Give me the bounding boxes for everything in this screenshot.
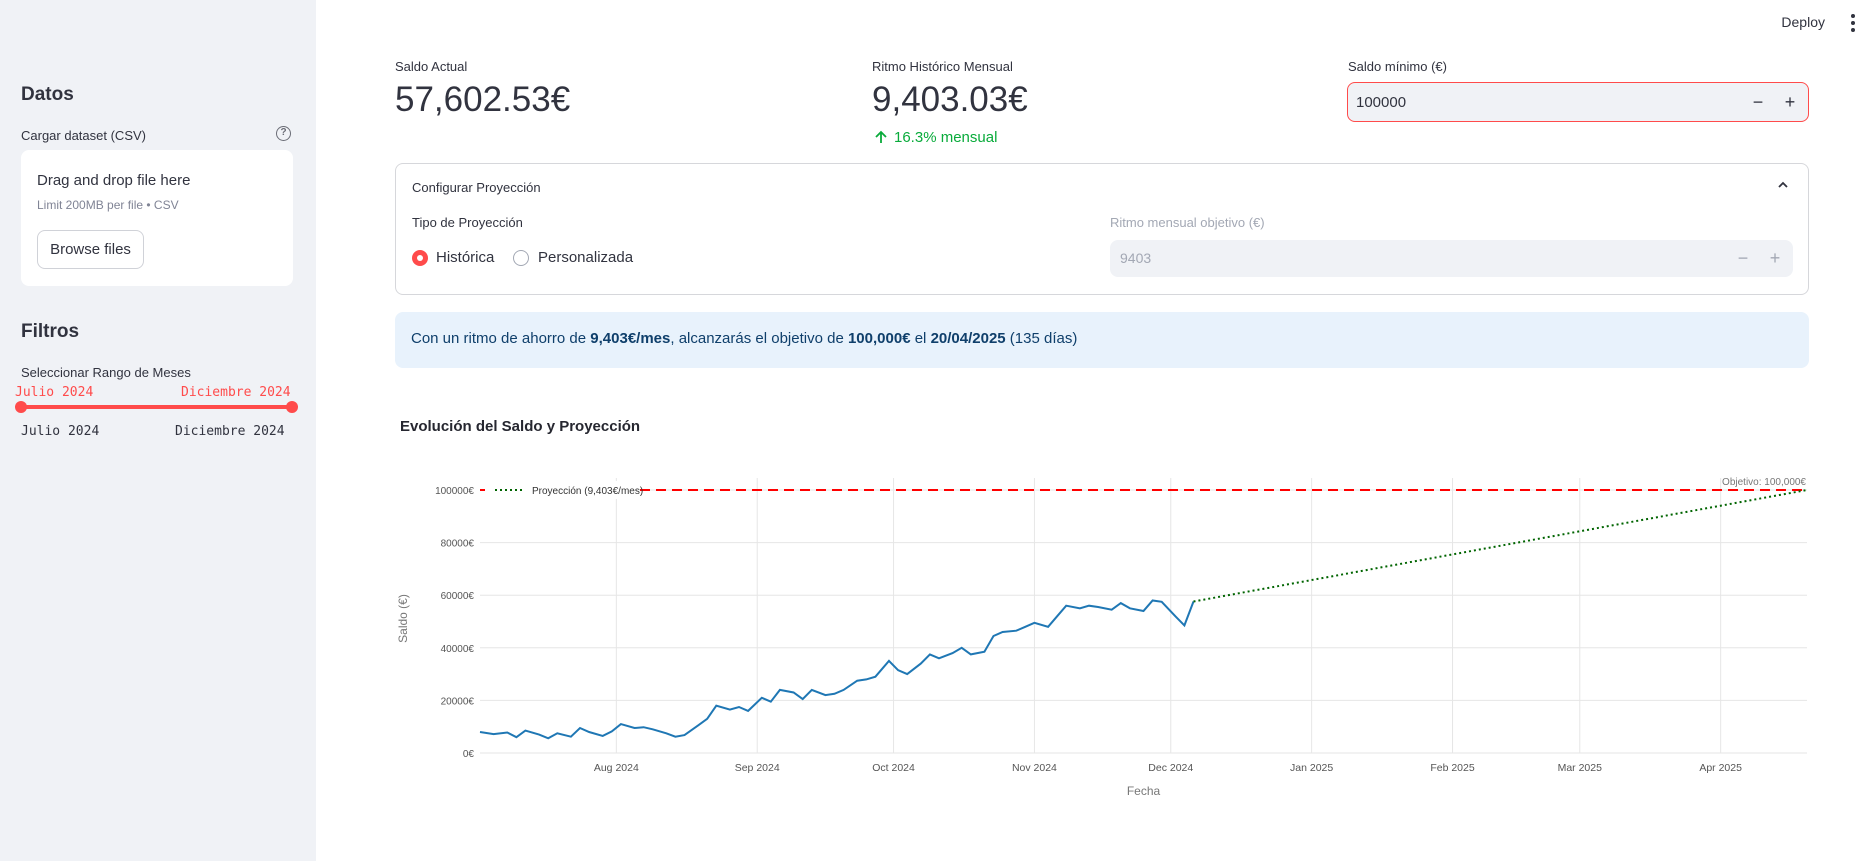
target-annotation: Objetivo: 100,000€ (1722, 477, 1806, 488)
slider-max-label: Diciembre 2024 (175, 424, 285, 439)
ritmo-delta: 16.3% mensual (894, 129, 998, 146)
slider-thumb-start[interactable] (15, 401, 27, 413)
x-tick-label: Mar 2025 (1558, 762, 1603, 774)
uploader-title: Drag and drop file here (37, 172, 191, 189)
saldo-actual-label: Saldo Actual (395, 59, 468, 74)
x-tick-label: Jan 2025 (1290, 762, 1333, 774)
projection-series-line (1193, 489, 1808, 603)
info-rate: 9,403€/mes (590, 330, 671, 347)
chevron-up-icon[interactable] (1776, 178, 1790, 192)
info-alert: Con un ritmo de ahorro de 9,403€/mes, al… (395, 312, 1809, 368)
chart-title: Evolución del Saldo y Proyección (400, 418, 641, 435)
x-tick-label: Apr 2025 (1699, 762, 1742, 774)
tipo-proyeccion-label: Tipo de Proyección (412, 215, 523, 230)
slider-min-label: Julio 2024 (21, 424, 100, 439)
y-tick-label: 80000€ (441, 539, 475, 550)
deploy-button[interactable]: Deploy (1781, 14, 1825, 30)
info-text: Con un ritmo de ahorro de (411, 330, 591, 347)
radio-historica[interactable] (412, 250, 428, 266)
balance-series-line (479, 599, 1195, 740)
increment-button[interactable]: + (1784, 92, 1796, 112)
ritmo-label: Ritmo Histórico Mensual (872, 59, 1013, 74)
range-slider-track[interactable] (21, 405, 293, 409)
slider-thumb-end[interactable] (286, 401, 298, 413)
x-tick-label: Oct 2024 (872, 762, 915, 774)
info-target: 100,000€ (847, 330, 911, 347)
more-vertical-icon[interactable] (1850, 14, 1856, 32)
radio-personalizada[interactable] (513, 250, 529, 266)
info-text: , alcanzarás el objetivo de (670, 330, 848, 347)
ritmo-objetivo-input: 9403 − + (1110, 240, 1793, 277)
y-tick-label: 0€ (463, 749, 475, 760)
info-days: (135 días) (1005, 330, 1078, 347)
legend-label: Proyección (9,403€/mes) (532, 486, 643, 497)
info-date: 20/04/2025 (930, 330, 1006, 347)
slider-label: Seleccionar Rango de Meses (21, 365, 191, 380)
y-tick-label: 100000€ (435, 486, 474, 497)
x-tick-label: Aug 2024 (594, 762, 639, 774)
x-tick-label: Feb 2025 (1430, 762, 1475, 774)
saldo-minimo-value[interactable]: 100000 (1356, 94, 1407, 111)
y-axis-title: Saldo (€) (396, 594, 410, 643)
saldo-minimo-input[interactable]: 100000 − + (1347, 82, 1809, 122)
uploader-label: Cargar dataset (CSV) (21, 128, 146, 143)
x-tick-label: Nov 2024 (1012, 762, 1057, 774)
legend-box (485, 481, 635, 499)
filtros-header: Filtros (21, 321, 80, 342)
y-tick-label: 40000€ (441, 644, 475, 655)
saldo-actual-value: 57,602.53€ (395, 80, 571, 119)
ritmo-objetivo-label: Ritmo mensual objetivo (€) (1110, 215, 1265, 230)
arrow-up-icon (875, 130, 887, 143)
saldo-minimo-label: Saldo mínimo (€) (1348, 59, 1447, 74)
radio-historica-label[interactable]: Histórica (436, 249, 495, 266)
y-tick-label: 60000€ (441, 591, 475, 602)
slider-value-start: Julio 2024 (15, 385, 94, 400)
browse-files-button[interactable]: Browse files (37, 230, 144, 269)
decrement-button[interactable]: − (1752, 92, 1764, 112)
question-circle-icon[interactable]: ? (276, 126, 291, 141)
expander-header[interactable]: Configurar Proyección (412, 180, 541, 195)
balance-chart[interactable]: 0€ 20000€ 40000€ 60000€ 80000€ 100000€ Aug 202… (395, 470, 1815, 810)
ritmo-value: 9,403.03€ (872, 80, 1028, 119)
datos-header: Datos (21, 84, 74, 105)
y-tick-label: 20000€ (441, 696, 475, 707)
uploader-limit: Limit 200MB per file • CSV (37, 198, 179, 212)
x-tick-label: Sep 2024 (735, 762, 780, 774)
ritmo-increment-button: + (1769, 248, 1781, 268)
sidebar: Datos Cargar dataset (CSV) ? Drag and dr… (0, 0, 316, 861)
x-axis-title: Fecha (1127, 784, 1161, 798)
ritmo-decrement-button: − (1737, 248, 1749, 268)
x-tick-label: Dec 2024 (1148, 762, 1193, 774)
info-text: el (910, 330, 931, 347)
configurar-proyeccion-expander: Configurar Proyección (395, 163, 1809, 295)
ritmo-objetivo-value: 9403 (1120, 250, 1152, 266)
file-uploader-dropzone[interactable]: Drag and drop file here Limit 200MB per … (21, 150, 293, 286)
slider-value-end: Diciembre 2024 (181, 385, 291, 400)
radio-personalizada-label[interactable]: Personalizada (538, 249, 634, 266)
